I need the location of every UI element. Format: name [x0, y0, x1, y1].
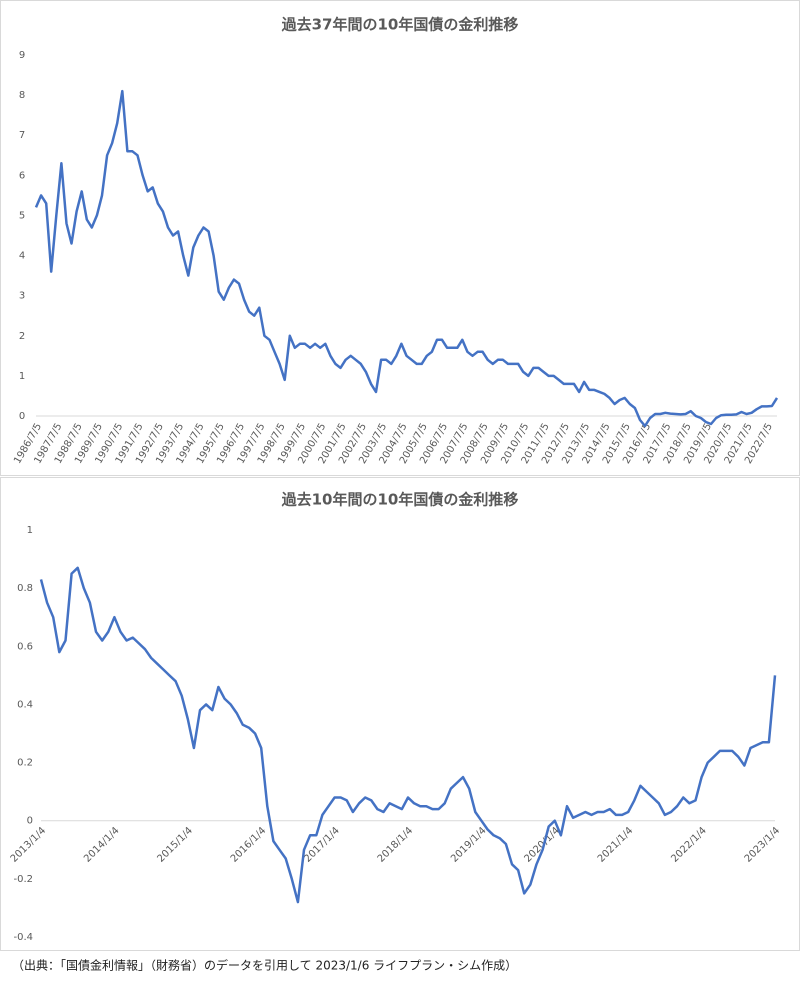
- chart-title: 過去37年間の10年国債の金利推移: [281, 16, 519, 34]
- y-tick-label: 1: [19, 371, 25, 382]
- y-tick-label: 1: [27, 525, 33, 536]
- rate-line: [39, 566, 777, 904]
- y-tick-label: 6: [19, 170, 25, 181]
- y-tick-label: 0.4: [17, 699, 33, 710]
- y-tick-label: 7: [19, 130, 25, 141]
- chart-frame: [0, 477, 800, 951]
- y-tick-label: 3: [19, 291, 25, 302]
- y-tick-label: 0: [27, 816, 33, 827]
- y-tick-label: 0.2: [17, 758, 33, 769]
- y-tick-label: 9: [19, 50, 25, 61]
- y-tick-label: 2: [19, 331, 25, 342]
- y-tick-label: 0.6: [17, 641, 33, 652]
- y-tick-label: 4: [19, 251, 25, 262]
- y-tick-label: -0.2: [13, 874, 33, 885]
- source-note: （出典：「国債金利情報」（財務省）のデータを引用して 2023/1/6 ライフプ…: [12, 958, 517, 973]
- y-tick-label: 0.8: [17, 583, 33, 594]
- chart-frame: [0, 0, 800, 476]
- chart-title: 過去10年間の10年国債の金利推移: [281, 491, 519, 509]
- y-tick-label: -0.4: [13, 932, 33, 943]
- y-tick-label: 5: [19, 210, 25, 221]
- y-tick-label: 0: [19, 411, 25, 422]
- y-tick-label: 8: [19, 90, 25, 101]
- rate-line: [34, 89, 779, 428]
